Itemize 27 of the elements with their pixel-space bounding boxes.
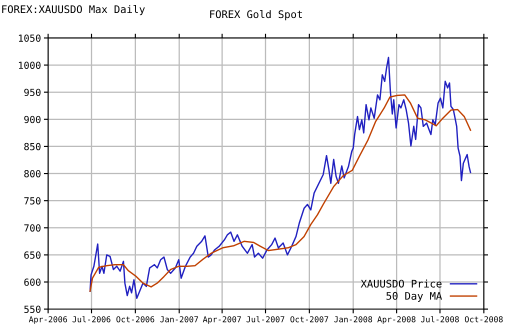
chart-subtitle: FOREX:XAUUSDO Max Daily: [2, 5, 145, 16]
y-tick-label: 900: [24, 116, 41, 124]
y-tick-label: 700: [24, 224, 41, 232]
chart-title: FOREX Gold Spot: [210, 10, 302, 20]
y-tick-label: 600: [24, 278, 41, 286]
x-tick-label: Jul-2006: [72, 316, 110, 322]
y-tick-label: 800: [24, 170, 41, 178]
x-tick-label: Apr-2008: [377, 316, 416, 324]
y-tick-label: 950: [24, 88, 41, 96]
x-tick-label: Jan-2008: [334, 316, 372, 322]
x-tick-label: Jul-2008: [421, 316, 459, 322]
legend-label: XAUUSDO Price: [360, 280, 442, 288]
y-tick-label: 750: [24, 197, 41, 205]
x-tick-label: Apr-2007: [202, 316, 241, 324]
y-tick-label: 550: [24, 306, 41, 313]
y-tick-label: 650: [24, 251, 41, 259]
y-tick-label: 850: [24, 142, 41, 150]
x-tick-label: Oct-2006: [116, 316, 154, 322]
x-tick-label: Oct-2008: [464, 316, 503, 322]
x-tick-label: Jul-2007: [246, 316, 284, 322]
line-series: [89, 94, 472, 292]
y-tick-label: 1050: [18, 34, 41, 42]
x-tick-label: Jan-2007: [160, 316, 198, 322]
y-tick-label: 1000: [18, 62, 41, 69]
x-tick-label: Oct-2007: [290, 316, 328, 322]
legend-label: 50 Day MA: [386, 292, 442, 302]
x-tick-label: Apr-2006: [28, 316, 68, 324]
